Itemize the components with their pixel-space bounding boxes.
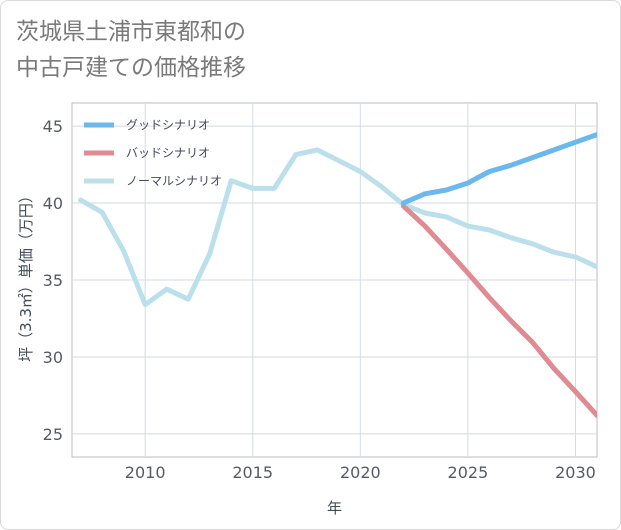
series-line-1 [400, 203, 597, 418]
x-tick-label-2010: 2010 [125, 463, 166, 482]
y-tick-label-45: 45 [43, 117, 63, 136]
y-tick-label-35: 35 [43, 271, 63, 290]
x-tick-label-2020: 2020 [340, 463, 381, 482]
y-tick-label-30: 30 [43, 348, 63, 367]
legend-label-0: グッドシナリオ [126, 118, 210, 132]
x-tick-label-2025: 2025 [448, 463, 489, 482]
y-axis-ticks: 25 30 35 40 45 [43, 117, 63, 444]
y-tick-label-25: 25 [43, 425, 63, 444]
series-lines [78, 132, 597, 418]
series-line-2 [78, 147, 597, 308]
x-tick-label-2015: 2015 [232, 463, 273, 482]
x-axis-ticks: 2010 2015 2020 2025 2030 [125, 463, 596, 482]
legend-label-1: バッドシナリオ [126, 146, 210, 160]
chart-title: 茨城県土浦市東都和の 中古戸建ての価格推移 [16, 14, 316, 86]
legend-label-2: ノーマルシナリオ [126, 174, 222, 188]
y-axis-label: 坪（3.3㎡）単価（万円） [17, 188, 35, 362]
x-axis-label: 年 [327, 499, 342, 517]
y-tick-label-40: 40 [43, 194, 63, 213]
chart-title-line-2: 中古戸建ての価格推移 [16, 55, 246, 81]
grid [72, 103, 597, 457]
x-tick-label-2030: 2030 [555, 463, 596, 482]
series-line-0 [400, 132, 597, 206]
chart-title-line-1: 茨城県土浦市東都和の [16, 19, 246, 45]
